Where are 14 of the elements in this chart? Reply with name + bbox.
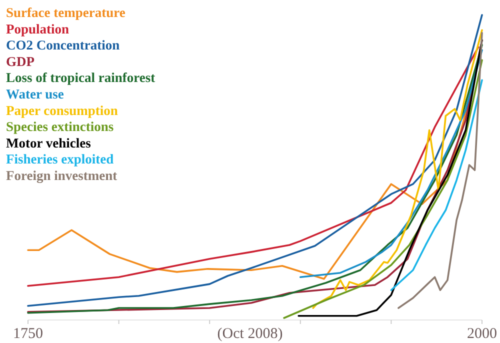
text: Fisheries exploited bbox=[6, 152, 114, 167]
x-tick-label: 1750 bbox=[13, 326, 43, 342]
text: Species extinctions bbox=[6, 119, 114, 134]
text: Motor vehicles bbox=[6, 135, 91, 150]
x-tick-label: 2000 bbox=[467, 326, 497, 342]
text: Population bbox=[6, 21, 70, 36]
text: Foreign investment bbox=[6, 168, 118, 183]
text: GDP bbox=[6, 54, 34, 69]
text: Surface temperature bbox=[6, 5, 126, 20]
text: Water use bbox=[6, 86, 64, 102]
text: Loss of tropical rainforest bbox=[6, 70, 156, 86]
text: CO2 Concentration bbox=[6, 38, 120, 53]
text: (Oct 2008) bbox=[217, 326, 283, 342]
text: Paper consumption bbox=[6, 102, 118, 118]
